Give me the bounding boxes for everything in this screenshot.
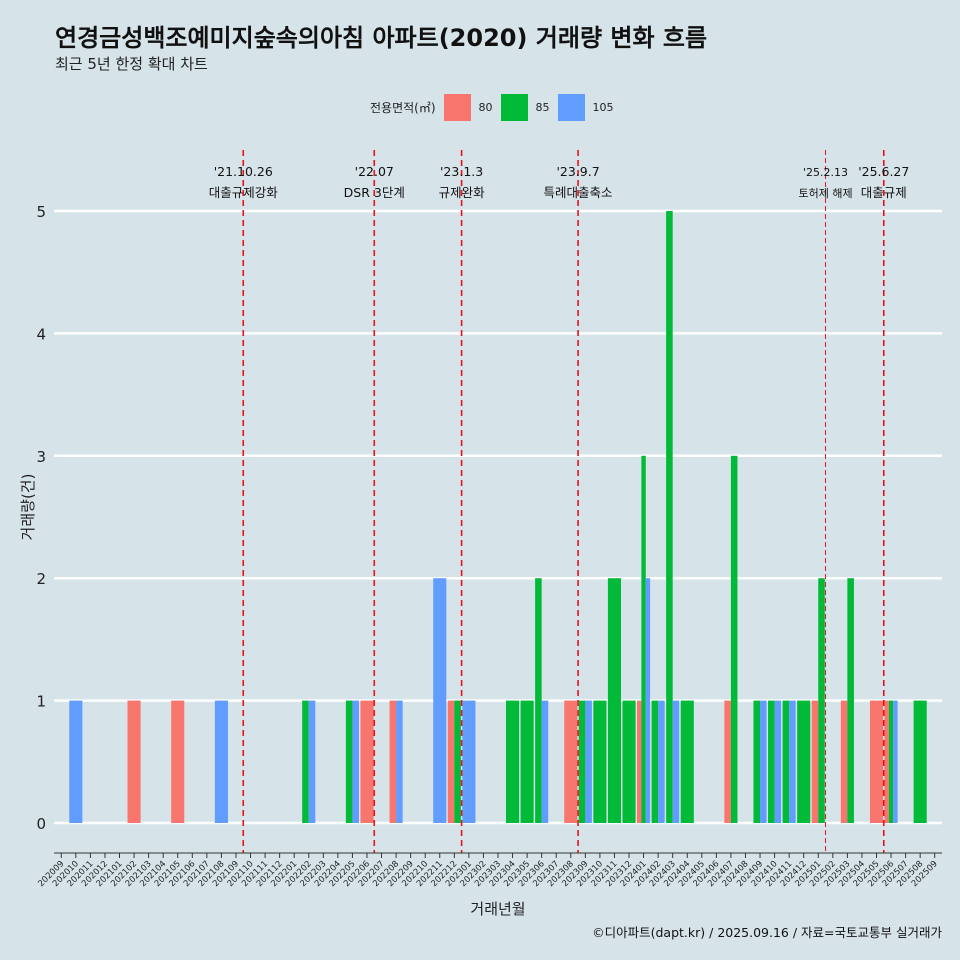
bar-80-202105 (171, 700, 185, 823)
bar-85-202310 (593, 700, 607, 823)
event-lines: '21.10.26 대출규제강화 '22.07 DSR 3단계 '23.1.3 규제완화 '… (209, 150, 909, 853)
bar-80-202206 (360, 700, 374, 823)
bar-85-202402 (651, 700, 659, 823)
bar-85-202309 (578, 700, 586, 823)
legend-label-105: 105 (592, 100, 614, 114)
event-label: 특례대출축소 (544, 185, 613, 200)
bar-85-202311 (607, 578, 622, 823)
event-date-label: '23.1.3 (440, 164, 483, 179)
bar-105-202309 (585, 700, 592, 823)
y-tick-label: 0 (36, 815, 46, 833)
bar-80-202407 (724, 700, 731, 823)
bar-85-202411 (782, 700, 790, 823)
y-tick-label: 4 (36, 325, 46, 343)
legend: 전용면적(㎡) 80 85 105 (370, 93, 622, 121)
chart-subtitle: 최근 5년 한정 확대 차트 (55, 55, 208, 73)
bar-105-202301 (462, 700, 476, 823)
bar-80-202506 (884, 700, 889, 823)
bar-85-202202 (302, 700, 309, 823)
bar-85-202410 (768, 700, 775, 823)
bar-105-202208 (396, 700, 403, 823)
legend-item-80: 80 (443, 93, 495, 121)
bar-105-202402 (658, 700, 665, 823)
event-date-label: '23.9.7 (556, 164, 599, 179)
bar-80-202308 (564, 700, 578, 823)
bar-105-202205 (352, 700, 359, 823)
bar-105-202401 (645, 578, 651, 823)
y-tick-label: 3 (36, 448, 46, 466)
event-date-label: '22.07 (355, 164, 394, 179)
bar-105-202506 (893, 700, 898, 823)
legend-swatch-105 (557, 93, 585, 121)
y-axis: 0 1 2 3 4 5 (36, 203, 46, 833)
legend-item-85: 85 (500, 93, 552, 121)
y-axis-label: 거래량(건) (19, 474, 37, 541)
event-date-label: '21.10.26 (214, 164, 273, 179)
legend-swatch-85 (500, 93, 528, 121)
bar-85-202412 (797, 700, 811, 823)
legend-title: 전용면적(㎡) (370, 100, 436, 115)
bar-80-202501 (811, 700, 819, 823)
bar-80-202208 (389, 700, 397, 823)
bar-105-202403 (672, 700, 680, 823)
bar-85-202403 (666, 211, 673, 823)
bar-105-202409 (760, 700, 767, 823)
bar-80-202102 (127, 700, 141, 823)
source-caption: ©디아파트(dapt.kr) / 2025.09.16 / 자료=국토교통부 실… (592, 925, 942, 940)
bar-85-202407 (730, 455, 738, 823)
bar-105-202410 (774, 700, 782, 823)
bar-105-202010 (69, 700, 83, 823)
y-tick-label: 2 (36, 570, 46, 588)
bar-80-202401 (637, 700, 642, 823)
event-label: DSR 3단계 (344, 185, 405, 200)
bar-80-202212 (447, 700, 455, 823)
bar-85-202501 (818, 578, 825, 823)
bar-105-202411 (789, 700, 796, 823)
bar-85-202304 (506, 700, 520, 823)
bar-105-202108 (214, 700, 228, 823)
legend-label-80: 80 (478, 100, 493, 114)
bar-105-202306 (541, 700, 549, 823)
bar-85-202212 (454, 700, 461, 823)
event-date-label: '25.2.13 (803, 166, 848, 179)
bar-85-202506 (888, 700, 894, 823)
bars (69, 211, 927, 823)
bar-105-202211 (433, 578, 447, 823)
legend-label-85: 85 (535, 100, 550, 114)
bar-85-202312 (622, 700, 636, 823)
x-axis: 2020092020102020112020122021012021022021… (36, 852, 942, 889)
bar-80-202505 (869, 700, 884, 823)
bar-85-202205 (345, 700, 353, 823)
event-label: 대출규제 (861, 185, 907, 200)
bar-85-202409 (753, 700, 761, 823)
event-label: 토허제 해제 (798, 186, 852, 200)
x-axis-label: 거래년월 (470, 900, 525, 918)
bar-85-202508 (913, 700, 927, 823)
y-tick-label: 5 (36, 203, 46, 221)
bar-80-202503 (840, 700, 848, 823)
event-label: 대출규제강화 (209, 185, 279, 200)
bar-85-202306 (535, 578, 542, 823)
bar-85-202305 (520, 700, 534, 823)
legend-swatch-80 (443, 93, 471, 121)
chart-title: 연경금성백조예미지숲속의아침 아파트(2020) 거래량 변화 흐름 (55, 24, 708, 52)
event-label: 규제완화 (439, 185, 486, 200)
bar-105-202202 (308, 700, 316, 823)
bar-85-202404 (680, 700, 694, 823)
y-tick-label: 1 (36, 693, 46, 711)
bar-85-202503 (847, 578, 854, 823)
bar-85-202401 (641, 455, 646, 823)
event-date-label: '25.6.27 (858, 164, 909, 179)
legend-item-105: 105 (557, 93, 616, 121)
